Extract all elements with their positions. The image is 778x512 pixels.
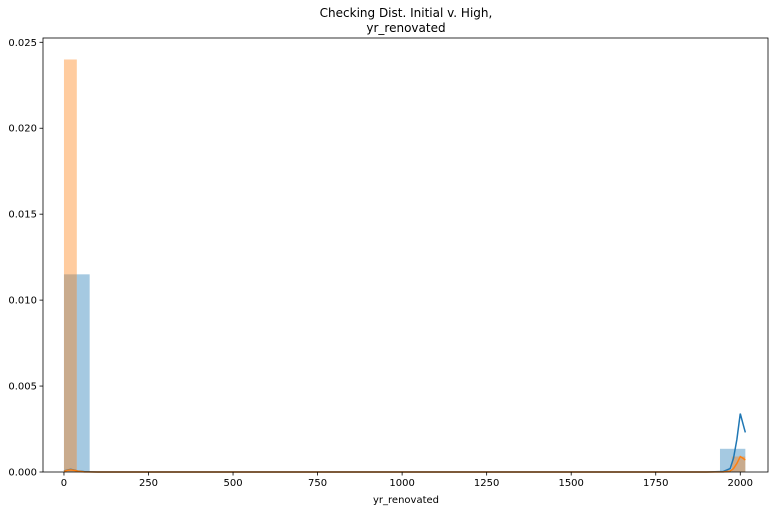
x-tick-label-7: 1750 (643, 478, 668, 489)
y-tick-label-5: 0.025 (8, 38, 37, 49)
y-tick-label-0: 0.000 (8, 468, 37, 479)
x-tick-label-1: 250 (139, 478, 158, 489)
histogram-bar-s0-0 (63, 274, 77, 472)
histogram-bar-s1-1 (731, 456, 746, 472)
x-tick-label-3: 750 (308, 478, 327, 489)
y-axis: 0.000 0.005 0.010 0.015 0.020 0.025 (8, 38, 43, 479)
x-tick-label-8: 2000 (728, 478, 753, 489)
x-axis: 0 250 500 750 1000 1250 1500 1750 2000 (61, 472, 753, 489)
y-tick-label-1: 0.005 (8, 382, 37, 393)
x-tick-label-0: 0 (61, 478, 67, 489)
kde-line-s1 (63, 455, 746, 473)
histogram-bar-s0-1 (76, 274, 90, 472)
y-tick-label-2: 0.010 (8, 296, 37, 307)
y-tick-label-3: 0.015 (8, 210, 37, 221)
plot-frame (42, 37, 769, 473)
x-axis-label: yr_renovated (373, 495, 439, 506)
y-tick-label-4: 0.020 (8, 124, 37, 135)
x-tick-label-6: 1500 (558, 478, 583, 489)
chart-title-line-2: yr_renovated (366, 21, 445, 35)
chart-title-line-1: Checking Dist. Initial v. High, (320, 6, 493, 20)
plot-area (63, 59, 747, 473)
x-tick-label-4: 1000 (389, 478, 414, 489)
x-tick-label-2: 500 (223, 478, 242, 489)
histogram-bar-s1-0 (63, 59, 77, 473)
kde-line-s0 (63, 413, 747, 473)
x-tick-label-5: 1250 (474, 478, 499, 489)
